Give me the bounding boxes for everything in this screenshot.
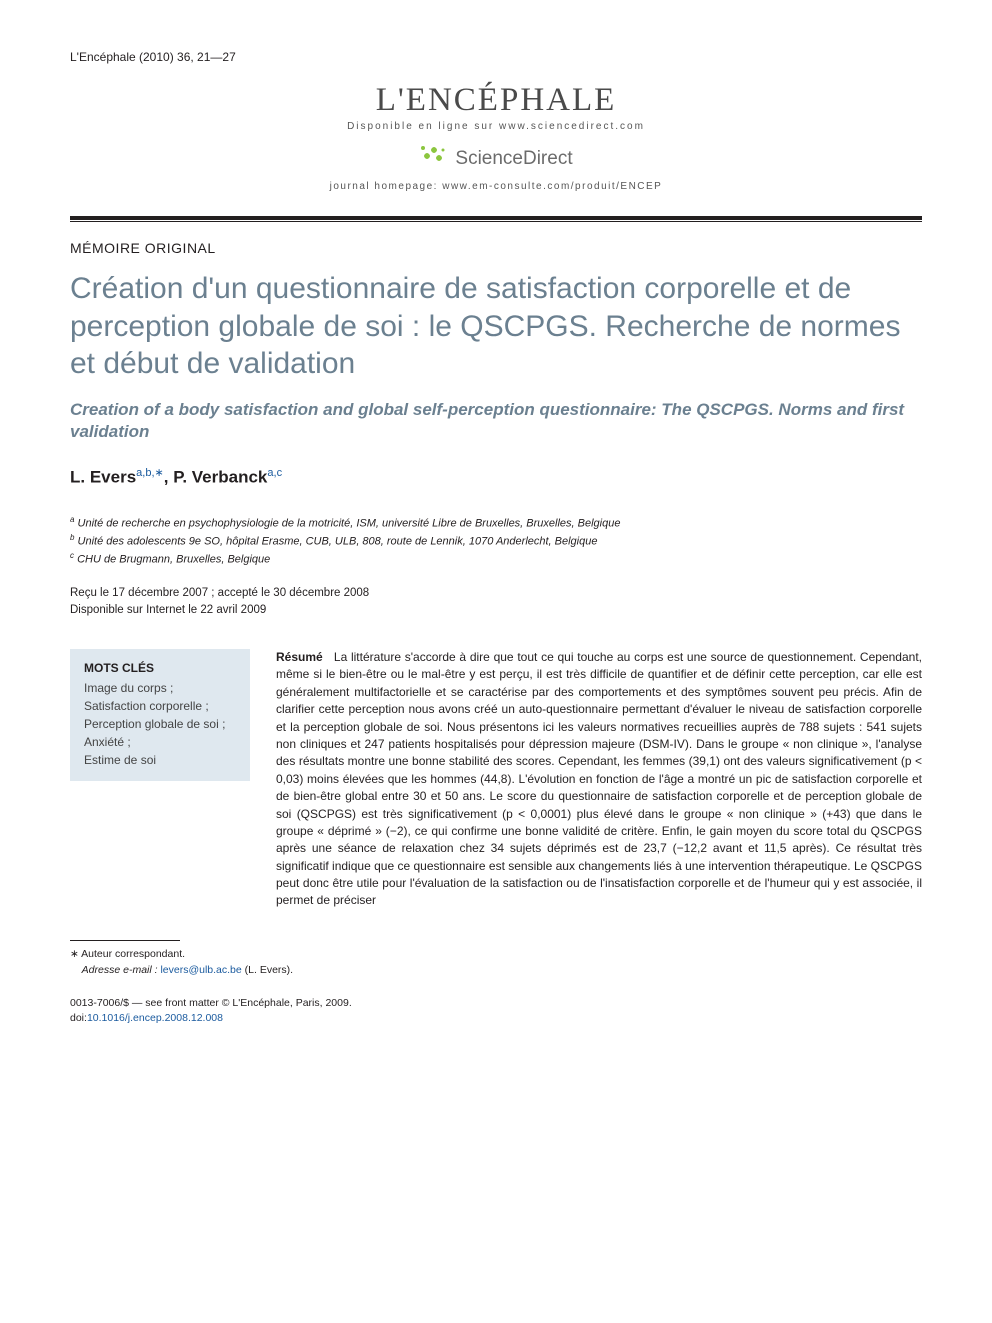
header-rule-thin <box>70 221 922 222</box>
content-row: MOTS CLÉS Image du corps ; Satisfaction … <box>70 649 922 910</box>
article-type: MÉMOIRE ORIGINAL <box>70 240 922 256</box>
journal-homepage: journal homepage: www.em-consulte.com/pr… <box>70 181 922 192</box>
corresponding-author: ∗ Auteur correspondant. <box>70 947 922 963</box>
footnotes: ∗ Auteur correspondant. Adresse e-mail :… <box>70 947 922 979</box>
abstract-text: La littérature s'accorde à dire que tout… <box>276 650 922 907</box>
article-title-english: Creation of a body satisfaction and glob… <box>70 399 922 445</box>
article-title-french: Création d'un questionnaire de satisfact… <box>70 270 922 383</box>
email-line: Adresse e-mail : levers@ulb.ac.be (L. Ev… <box>70 963 922 979</box>
journal-header: L'ENCÉPHALE Disponible en ligne sur www.… <box>70 82 922 192</box>
sciencedirect-icon <box>419 142 447 175</box>
doi-prefix: doi: <box>70 1012 87 1024</box>
author-1-affil-marks[interactable]: a,b,∗ <box>136 467 164 479</box>
keywords-box: MOTS CLÉS Image du corps ; Satisfaction … <box>70 649 250 781</box>
publication-info: 0013-7006/$ — see front matter © L'Encép… <box>70 996 922 1025</box>
author-separator: , <box>164 468 173 487</box>
online-date: Disponible sur Internet le 22 avril 2009 <box>70 602 922 619</box>
keywords-heading: MOTS CLÉS <box>84 661 236 675</box>
article-history: Reçu le 17 décembre 2007 ; accepté le 30… <box>70 585 922 620</box>
email-suffix: (L. Evers). <box>242 964 293 976</box>
journal-reference: L'Encéphale (2010) 36, 21—27 <box>70 50 922 64</box>
author-2-affil-marks[interactable]: a,c <box>267 467 282 479</box>
authors: L. Eversa,b,∗, P. Verbancka,c <box>70 466 922 488</box>
doi-line: doi:10.1016/j.encep.2008.12.008 <box>70 1011 922 1026</box>
sciencedirect-row: ScienceDirect <box>70 142 922 175</box>
abstract: Résumé La littérature s'accorde à dire q… <box>276 649 922 910</box>
footnote-rule <box>70 940 180 941</box>
author-1-name: L. Evers <box>70 468 136 487</box>
available-online-text: Disponible en ligne sur www.sciencedirec… <box>70 121 922 132</box>
affiliation-c: c CHU de Brugmann, Bruxelles, Belgique <box>70 550 922 568</box>
received-accepted-dates: Reçu le 17 décembre 2007 ; accepté le 30… <box>70 585 922 602</box>
affiliation-a: a Unité de recherche en psychophysiologi… <box>70 514 922 532</box>
affiliations: a Unité de recherche en psychophysiologi… <box>70 514 922 568</box>
doi-link[interactable]: 10.1016/j.encep.2008.12.008 <box>87 1012 223 1024</box>
keywords-list: Image du corps ; Satisfaction corporelle… <box>84 679 236 769</box>
copyright-line: 0013-7006/$ — see front matter © L'Encép… <box>70 996 922 1011</box>
header-rule-thick <box>70 216 922 220</box>
affiliation-b: b Unité des adolescents 9e SO, hôpital E… <box>70 532 922 550</box>
author-email[interactable]: levers@ulb.ac.be <box>160 964 241 976</box>
sciencedirect-text: ScienceDirect <box>455 148 572 170</box>
author-2-name: P. Verbanck <box>173 468 267 487</box>
email-label: Adresse e-mail : <box>82 964 161 976</box>
abstract-label: Résumé <box>276 650 323 664</box>
journal-logo: L'ENCÉPHALE <box>70 82 922 119</box>
